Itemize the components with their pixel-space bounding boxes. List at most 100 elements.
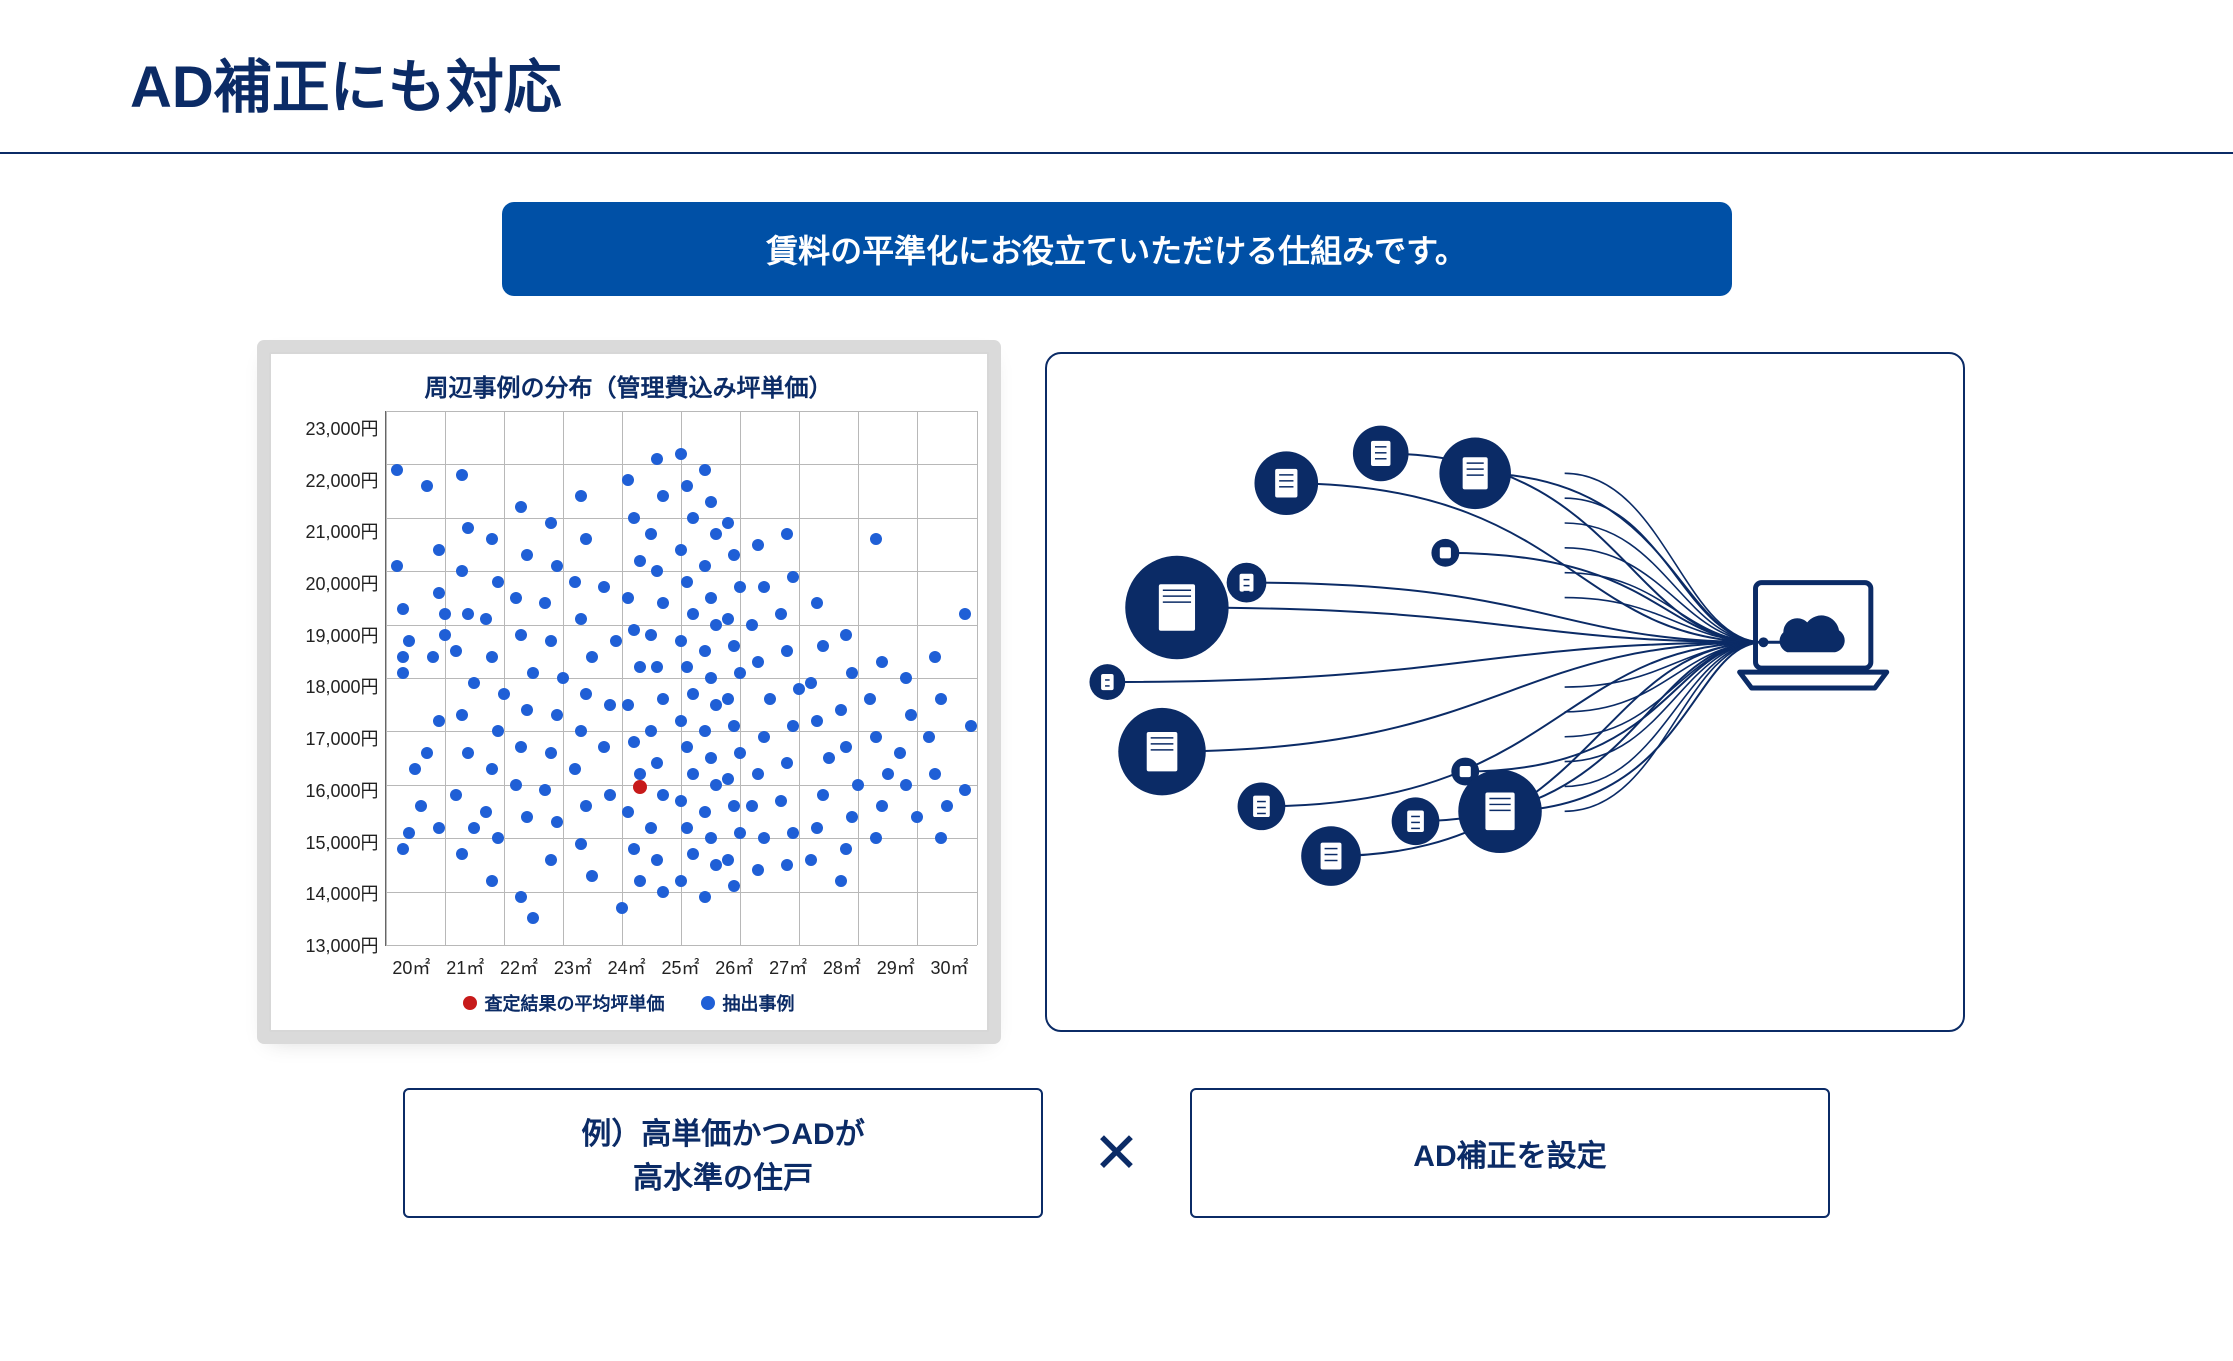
- scatter-point: [521, 549, 533, 561]
- scatter-point: [840, 843, 852, 855]
- scatter-point: [681, 576, 693, 588]
- network-fan-line: [1564, 642, 1763, 761]
- y-axis: 23,000円22,000円21,000円20,000円19,000円18,00…: [281, 411, 385, 946]
- scatter-point: [569, 576, 581, 588]
- scatter-point: [675, 715, 687, 727]
- scatter-point: [456, 709, 468, 721]
- network-edge: [1286, 483, 1763, 642]
- x-tick-label: 30㎡: [923, 954, 977, 980]
- scatter-point: [728, 720, 740, 732]
- network-node: [1125, 556, 1228, 659]
- network-fan-line: [1564, 548, 1763, 642]
- bottom-right-box: AD補正を設定: [1190, 1088, 1830, 1218]
- scatter-point: [645, 725, 657, 737]
- scatter-point: [752, 768, 764, 780]
- scatter-point: [728, 549, 740, 561]
- scatter-point: [433, 587, 445, 599]
- network-node: [1458, 770, 1542, 854]
- scatter-point: [510, 592, 522, 604]
- scatter-point: [900, 672, 912, 684]
- scatter-point: [758, 832, 770, 844]
- scatter-point: [870, 731, 882, 743]
- scatter-point: [752, 539, 764, 551]
- scatter-point: [758, 581, 770, 593]
- scatter-point: [681, 661, 693, 673]
- plot-area: [385, 411, 977, 946]
- scatter-point: [734, 581, 746, 593]
- legend-item: 抽出事例: [701, 990, 795, 1016]
- scatter-point: [598, 581, 610, 593]
- scatter-point: [421, 480, 433, 492]
- x-axis: 20㎡21㎡22㎡23㎡24㎡25㎡26㎡27㎡28㎡29㎡30㎡: [385, 946, 977, 980]
- scatter-point: [764, 693, 776, 705]
- scatter-point: [651, 453, 663, 465]
- network-edge: [1246, 583, 1763, 643]
- scatter-point: [935, 832, 947, 844]
- bottom-left-line1: 例）高単価かつADが: [581, 1109, 864, 1153]
- scatter-point: [421, 747, 433, 759]
- network-node: [1237, 782, 1285, 830]
- scatter-point: [634, 555, 646, 567]
- network-node: [1089, 664, 1125, 700]
- scatter-point: [456, 469, 468, 481]
- scatter-point: [705, 592, 717, 604]
- scatter-point: [876, 800, 888, 812]
- network-diagram-panel: [1045, 352, 1965, 1032]
- x-tick-label: 20㎡: [385, 954, 439, 980]
- network-node: [1431, 539, 1459, 567]
- scatter-point: [687, 768, 699, 780]
- x-tick-label: 24㎡: [600, 954, 654, 980]
- scatter-point: [722, 613, 734, 625]
- scatter-point: [634, 768, 646, 780]
- chart-body: 23,000円22,000円21,000円20,000円19,000円18,00…: [281, 411, 977, 1020]
- scatter-point: [492, 576, 504, 588]
- scatter-point: [462, 522, 474, 534]
- scatter-point: [450, 789, 462, 801]
- scatter-point: [905, 709, 917, 721]
- y-tick-label: 17,000円: [281, 730, 379, 748]
- scatter-point: [781, 645, 793, 657]
- x-tick-label: 21㎡: [438, 954, 492, 980]
- network-node: [1118, 708, 1205, 795]
- y-tick-label: 16,000円: [281, 782, 379, 800]
- scatter-point: [705, 672, 717, 684]
- y-tick-label: 19,000円: [281, 627, 379, 645]
- scatter-point: [675, 544, 687, 556]
- bottom-left-line2: 高水準の住戸: [581, 1153, 864, 1197]
- scatter-point: [734, 667, 746, 679]
- network-fan-line: [1564, 498, 1763, 642]
- scatter-point: [787, 827, 799, 839]
- scatter-point: [846, 667, 858, 679]
- scatter-point: [787, 720, 799, 732]
- scatter-point: [433, 822, 445, 834]
- scatter-point: [515, 891, 527, 903]
- multiply-icon: ✕: [1083, 1120, 1150, 1186]
- scatter-point: [498, 688, 510, 700]
- scatter-point: [929, 651, 941, 663]
- scatter-point: [545, 854, 557, 866]
- scatter-point: [781, 859, 793, 871]
- scatter-point: [480, 806, 492, 818]
- scatter-point: [840, 629, 852, 641]
- scatter-point: [870, 832, 882, 844]
- scatter-point: [575, 490, 587, 502]
- scatter-point: [699, 725, 711, 737]
- scatter-point: [415, 800, 427, 812]
- scatter-point: [840, 741, 852, 753]
- scatter-point: [805, 677, 817, 689]
- scatter-point: [781, 757, 793, 769]
- scatter-point: [586, 870, 598, 882]
- scatter-point: [551, 816, 563, 828]
- scatter-point: [462, 608, 474, 620]
- scatter-point: [545, 747, 557, 759]
- scatter-point: [391, 464, 403, 476]
- scatter-point: [923, 731, 935, 743]
- scatter-point: [575, 838, 587, 850]
- x-tick-label: 29㎡: [869, 954, 923, 980]
- scatter-point: [586, 651, 598, 663]
- scatter-point: [835, 875, 847, 887]
- scatter-point: [521, 704, 533, 716]
- scatter-point: [622, 806, 634, 818]
- scatter-point: [657, 886, 669, 898]
- network-node: [1301, 826, 1361, 886]
